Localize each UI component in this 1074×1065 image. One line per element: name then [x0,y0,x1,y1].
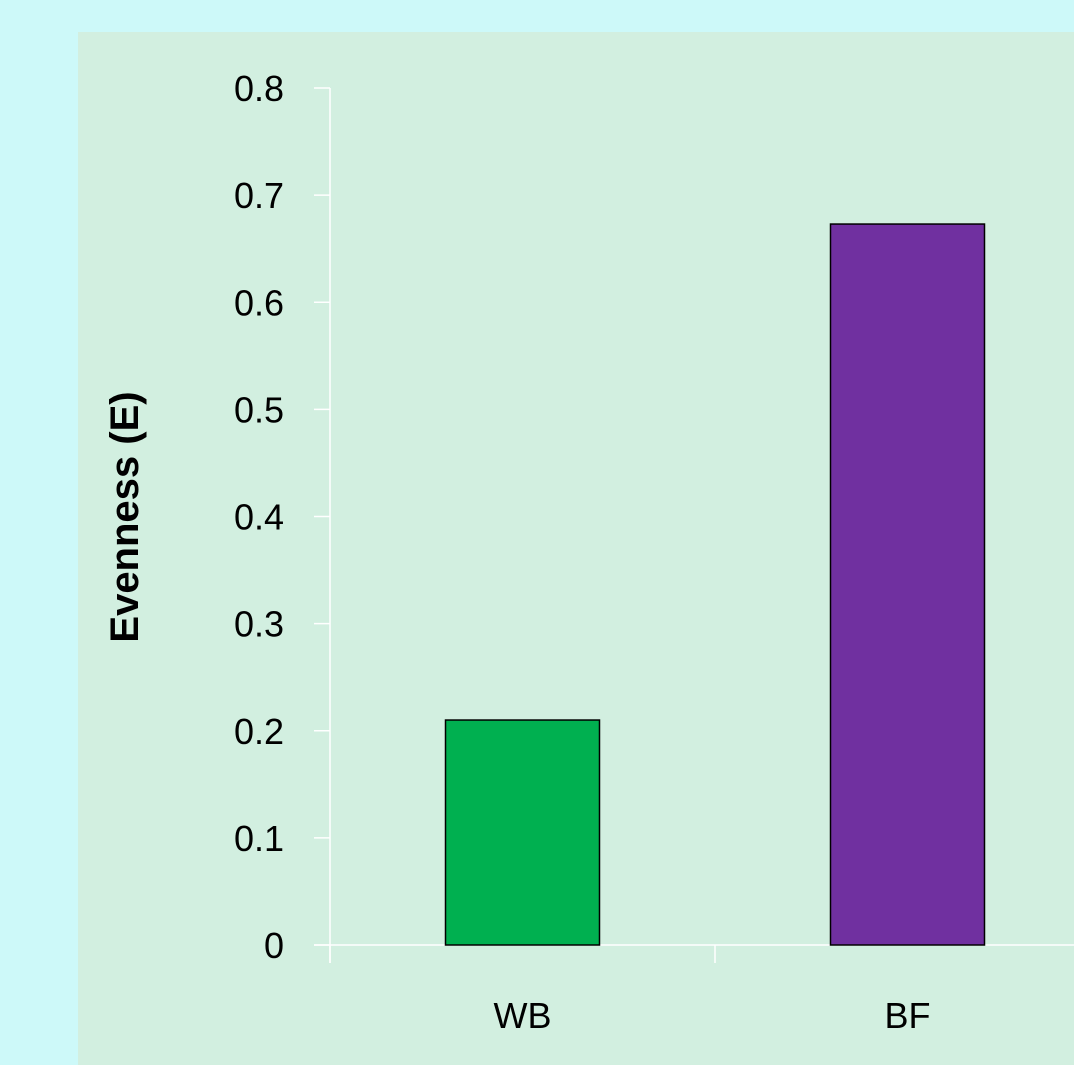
x-tick-label: BF [884,995,930,1036]
y-tick-label: 0.4 [234,497,284,538]
bar-bf [829,223,986,946]
bar-wb [444,719,601,946]
x-tick-label: WB [494,995,552,1036]
y-tick-label: 0 [264,925,284,966]
y-tick-label: 0.3 [234,604,284,645]
y-tick-label: 0.1 [234,818,284,859]
y-tick-label: 0.7 [234,175,284,216]
y-axis: 0 0.1 0.2 0.3 0.4 0.5 0.6 0.7 0.8 [234,68,331,966]
y-axis-title: Evenness (E) [103,391,147,642]
bars [444,223,986,946]
y-tick-label: 0.2 [234,711,284,752]
y-tick-label: 0.6 [234,282,284,323]
y-tick-label: 0.5 [234,389,284,430]
x-axis: WB BF [314,944,1074,1036]
y-tick-label: 0.8 [234,68,284,109]
